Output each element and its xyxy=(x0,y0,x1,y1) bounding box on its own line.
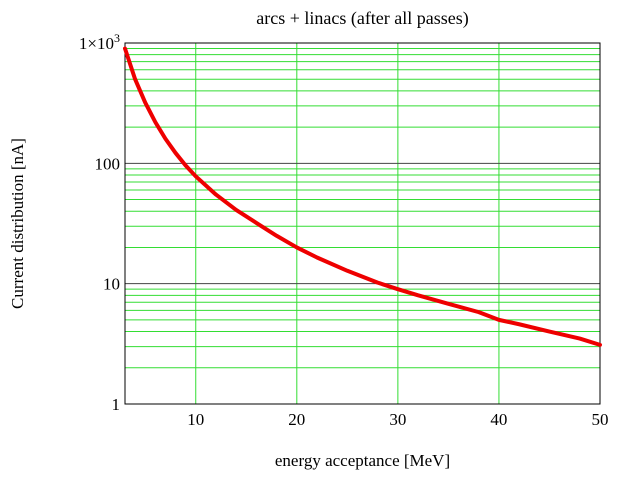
series-line xyxy=(123,46,602,347)
x-tick-label: 50 xyxy=(592,410,609,429)
x-tick-label: 40 xyxy=(490,410,507,429)
x-tick-labels: 10 20 30 40 50 xyxy=(187,410,608,429)
chart-title: arcs + linacs (after all passes) xyxy=(256,8,469,29)
y-tick-label: 10 xyxy=(103,275,120,294)
y-tick-exponent: 3 xyxy=(114,31,120,45)
y-tick-label: 100 xyxy=(95,154,121,173)
x-axis-label: energy acceptance [MeV] xyxy=(275,451,450,470)
major-gridlines xyxy=(125,42,600,405)
y-tick-labels: 1 10 100 1×103 xyxy=(79,31,120,414)
y-tick-label: 1 xyxy=(112,395,121,414)
plot-frame xyxy=(124,42,601,405)
x-tick-label: 10 xyxy=(187,410,204,429)
x-tick-label: 30 xyxy=(389,410,406,429)
y-axis-label: Current distribution [nA] xyxy=(8,138,27,309)
x-tick-label: 20 xyxy=(288,410,305,429)
y-tick-label: 1×103 xyxy=(79,31,120,53)
minor-gridlines xyxy=(125,43,601,404)
